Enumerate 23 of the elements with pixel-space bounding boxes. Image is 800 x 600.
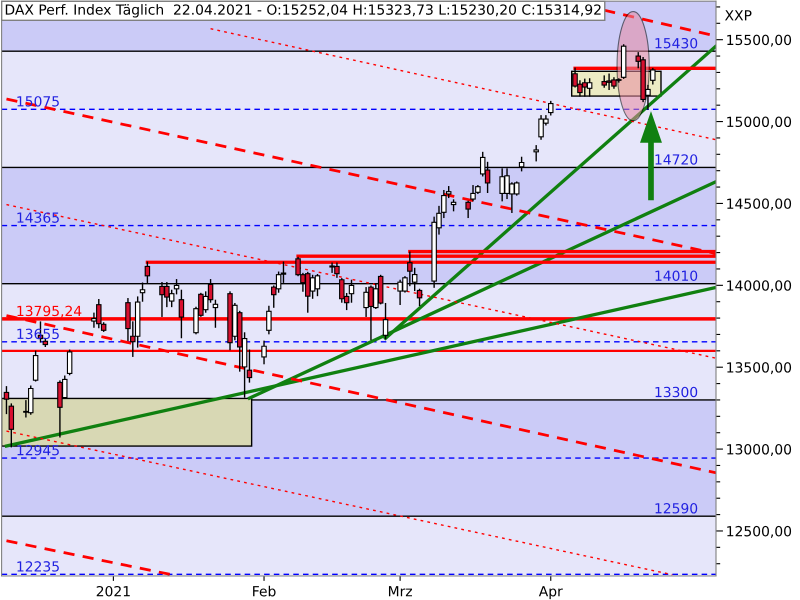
ref-line-label: 12590 bbox=[655, 503, 698, 514]
ref-line-label: 14720 bbox=[655, 154, 698, 165]
x-tick-label: 2021 bbox=[96, 586, 130, 596]
y-tick-label: 14500,00 bbox=[727, 198, 792, 210]
y-tick-label: 13000,00 bbox=[727, 444, 792, 456]
ref-line-label: 14365 bbox=[17, 212, 59, 223]
ref-line-label: 15430 bbox=[655, 38, 698, 48]
ref-line-label: 12945 bbox=[17, 444, 59, 456]
x-tick-label: Feb bbox=[253, 586, 276, 596]
ref-line-label: 14010 bbox=[655, 270, 698, 281]
y-axis-title: XXP bbox=[724, 10, 752, 20]
y-tick-label: 12500,00 bbox=[727, 526, 792, 538]
ref-line-label: 12235 bbox=[17, 561, 59, 572]
y-tick-label: 15000,00 bbox=[727, 116, 792, 128]
chart-title: DAX Perf. Index Täglich 22.04.2021 - O:15252,04 H:15323,73 L:15230,20 C:15314,92 bbox=[6, 4, 601, 18]
ref-line-label: 13795,24 bbox=[17, 306, 82, 318]
ref-line-label: 15075 bbox=[17, 96, 59, 107]
x-tick-label: Apr bbox=[538, 586, 563, 600]
ref-line-label: 13300 bbox=[655, 386, 698, 398]
x-tick-label: Mrz bbox=[388, 586, 412, 596]
y-tick-label: 13500,00 bbox=[727, 362, 792, 374]
y-tick-label: 14000,00 bbox=[727, 280, 792, 292]
y-tick-label: 15500,00 bbox=[727, 34, 792, 47]
